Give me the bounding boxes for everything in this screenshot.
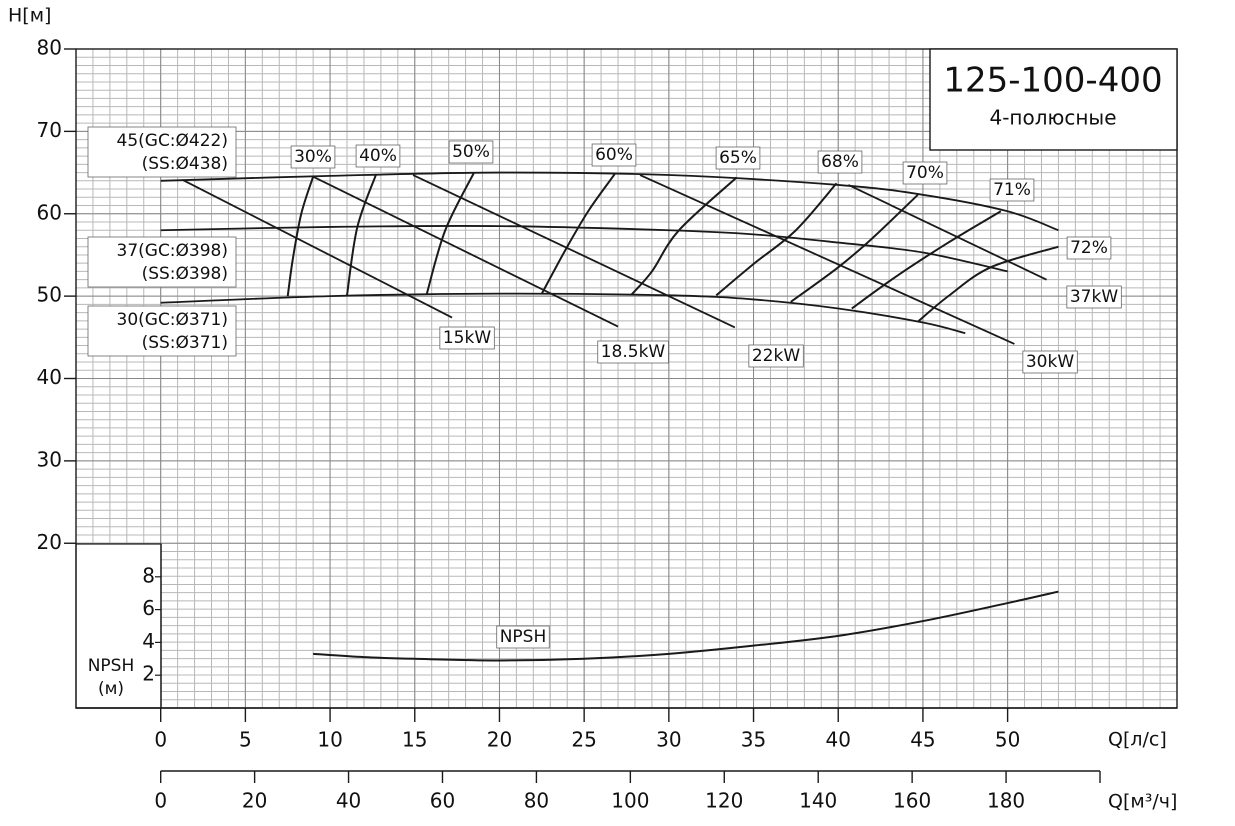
- efficiency-label: 70%: [906, 163, 944, 183]
- chart-subtitle: 4-полюсные: [989, 106, 1116, 130]
- efficiency-label: 68%: [821, 152, 859, 172]
- efficiency-label: 71%: [993, 180, 1031, 200]
- x-tick-label: 25: [571, 728, 596, 752]
- npsh-tick-label: 8: [142, 563, 155, 587]
- efficiency-label-box: [355, 144, 401, 168]
- efficiency-curve: [790, 194, 919, 303]
- y-tick-label: 70: [37, 118, 62, 142]
- y-tick-label: 80: [37, 36, 62, 60]
- y-tick-label: 30: [37, 447, 62, 471]
- efficiency-curve: [425, 172, 475, 295]
- power-line: [848, 184, 1047, 281]
- power-label: 15kW: [443, 328, 491, 348]
- efficiency-label-box: [290, 145, 336, 169]
- impeller-label-box: [87, 236, 237, 288]
- y-tick-label: 40: [37, 365, 62, 389]
- efficiency-label: 60%: [595, 145, 633, 165]
- x2-tick-label: 60: [430, 789, 455, 813]
- x2-tick-label: 160: [893, 789, 931, 813]
- x2-tick-label: 120: [705, 789, 743, 813]
- efficiency-curve: [715, 182, 838, 297]
- x2-tick-label: 40: [336, 789, 361, 813]
- power-label: 22kW: [752, 346, 800, 366]
- npsh-label-box: [496, 625, 550, 649]
- x-tick-label: 45: [910, 728, 935, 752]
- power-label-box: [597, 340, 669, 364]
- impeller-label: 37(GC:Ø398): [117, 241, 229, 261]
- efficiency-label-box: [448, 140, 494, 164]
- impeller-label-box: [87, 126, 237, 178]
- power-label-box: [439, 326, 495, 350]
- efficiency-curve: [540, 173, 616, 295]
- efficiency-curve: [286, 176, 315, 297]
- efficiency-label-box: [989, 178, 1035, 202]
- y-axis-label: H[м]: [8, 5, 51, 27]
- impeller-label: 30(GC:Ø371): [117, 310, 229, 330]
- efficiency-curve: [917, 245, 1059, 323]
- power-label-box: [748, 344, 804, 368]
- efficiency-label-box: [1066, 236, 1112, 260]
- efficiency-label: 65%: [719, 148, 757, 168]
- x2-tick-label: 180: [987, 789, 1025, 813]
- x-tick-label: 50: [995, 728, 1020, 752]
- x-tick-label: 40: [826, 728, 851, 752]
- npsh-axis-label: NPSH: [88, 656, 135, 676]
- x2-tick-label: 80: [524, 789, 549, 813]
- x-axis-label: Q[л/с]: [1108, 729, 1167, 751]
- efficiency-label: 72%: [1070, 238, 1108, 258]
- npsh-tick-label: 2: [142, 662, 155, 686]
- impeller-label: (SS:Ø438): [142, 154, 228, 174]
- efficiency-label: 40%: [359, 146, 397, 166]
- efficiency-label-box: [817, 150, 863, 174]
- power-label: 30kW: [1026, 352, 1074, 372]
- y-tick-label: 60: [37, 200, 62, 224]
- power-line: [412, 174, 736, 329]
- x-tick-label: 0: [154, 728, 167, 752]
- power-line: [639, 174, 1015, 345]
- power-label: 18.5kW: [601, 342, 666, 362]
- npsh-tick-label: 4: [142, 629, 155, 653]
- power-label-box: [1022, 350, 1078, 374]
- power-line: [312, 175, 619, 328]
- npsh-curve: [313, 590, 1059, 662]
- x2-tick-label: 20: [242, 789, 267, 813]
- power-label-box: [1066, 285, 1122, 309]
- power-line: [182, 179, 453, 319]
- npsh-axis-label: (м): [98, 679, 124, 699]
- npsh-tick-label: 6: [142, 596, 155, 620]
- power-label: 37kW: [1070, 287, 1118, 307]
- npsh-label: NPSH: [500, 627, 547, 647]
- x-tick-label: 15: [402, 728, 427, 752]
- x-tick-label: 35: [741, 728, 766, 752]
- x2-tick-label: 0: [154, 789, 167, 813]
- efficiency-label-box: [591, 143, 637, 167]
- impeller-label-box: [87, 305, 237, 357]
- efficiency-curve: [346, 174, 377, 296]
- x2-tick-label: 100: [611, 789, 649, 813]
- impeller-curve: [160, 225, 1008, 273]
- efficiency-curve: [851, 210, 1002, 310]
- efficiency-label-box: [715, 146, 761, 170]
- labels: 125-100-400 4-полюсные H[м] Q[л/с] Q[м³/ч] NP…: [8, 5, 1178, 813]
- chart-title: 125-100-400: [943, 61, 1162, 101]
- y-tick-label: 50: [37, 283, 62, 307]
- impeller-label: (SS:Ø371): [142, 333, 228, 353]
- impeller-label: 45(GC:Ø422): [117, 131, 229, 151]
- marks: [160, 171, 1059, 662]
- x2-tick-label: 140: [799, 789, 837, 813]
- x-tick-label: 20: [487, 728, 512, 752]
- x2-axis-label: Q[м³/ч]: [1108, 791, 1177, 813]
- y-tick-label: 20: [37, 530, 62, 554]
- impeller-label: (SS:Ø398): [142, 264, 228, 284]
- x-tick-label: 30: [656, 728, 681, 752]
- efficiency-label: 30%: [294, 147, 332, 167]
- impeller-curve: [160, 171, 1059, 232]
- efficiency-label: 50%: [452, 142, 490, 162]
- title-box: [929, 48, 1178, 151]
- efficiency-label-box: [902, 161, 948, 185]
- x-tick-label: 10: [317, 728, 342, 752]
- efficiency-curve: [630, 176, 738, 296]
- x-tick-label: 5: [239, 728, 252, 752]
